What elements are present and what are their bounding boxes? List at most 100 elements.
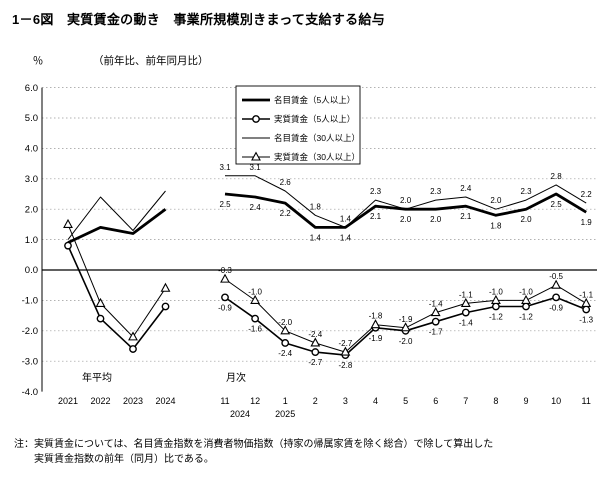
y-unit-label: ％ [33, 55, 44, 67]
series-line [225, 175, 587, 228]
data-label: -1.0 [489, 287, 503, 296]
x-tick-label: 12 [250, 396, 260, 406]
data-label: -0.5 [549, 272, 563, 281]
data-label: 2.1 [370, 212, 382, 221]
data-label: -1.7 [429, 328, 443, 337]
data-label: -2.0 [278, 318, 292, 327]
data-label: -1.9 [399, 315, 413, 324]
x-tick-label: 2023 [123, 396, 143, 406]
data-label: 2.6 [280, 178, 292, 187]
data-label: 2.3 [520, 187, 532, 196]
data-label: 2.2 [280, 209, 292, 218]
x-tick-label: 1 [283, 396, 288, 406]
data-label: -0.9 [549, 303, 563, 312]
x-tick-label: 5 [403, 396, 408, 406]
data-label: 2.1 [460, 212, 472, 221]
data-label: 2.4 [460, 184, 472, 193]
data-label: -1.1 [459, 290, 473, 299]
triangle-marker [581, 297, 592, 307]
data-label: -1.1 [579, 290, 593, 299]
triangle-marker [280, 325, 291, 335]
circle-marker [96, 314, 105, 323]
y-tick-label: -2.0 [22, 326, 38, 337]
triangle-marker [430, 307, 441, 317]
series-line [67, 190, 166, 240]
y-tick-label: 6.0 [25, 83, 38, 94]
circle-marker [522, 302, 530, 311]
data-label: 2.0 [400, 196, 412, 205]
data-label: 1.8 [310, 202, 322, 211]
circle-marker [461, 308, 470, 317]
footnote-line-2: 実質賃金指数の前年（同月）比である。 [34, 454, 214, 465]
x-year-label: 2025 [275, 409, 295, 419]
y-tick-label: 1.0 [25, 235, 38, 246]
data-label: 2.5 [219, 200, 231, 209]
y-tick-label: 2.0 [25, 204, 38, 215]
legend-label: 名目賃金（5人以上） [274, 95, 355, 105]
wage-trend-chart: ％ （前年比、前年同月比） -4.0 -3.0 -2.0 -1.0 0.0 1.0 2.0 3.0… [22, 54, 597, 419]
circle-marker [251, 314, 260, 323]
x-tick-label: 2021 [58, 396, 78, 406]
circle-marker [64, 241, 72, 250]
legend-box [235, 85, 361, 165]
y-tick-label: 4.0 [25, 144, 38, 155]
data-label: 2.2 [581, 190, 593, 199]
x-tick-label: 11 [582, 396, 591, 406]
triangle-marker [310, 337, 321, 347]
triangle-marker [220, 273, 230, 283]
legend-label: 実質賃金（30人以上） [274, 152, 360, 162]
x-tick-label: 3 [343, 396, 348, 406]
triangle-marker [160, 282, 171, 292]
circle-marker [252, 115, 260, 123]
data-label: -1.4 [429, 300, 443, 309]
data-label: 3.1 [250, 163, 262, 172]
footnote: 注： 実質賃金については、名目賃金指数を消費者物価指数（持家の帰属家賃を除く総合… [14, 437, 493, 467]
data-label: 2.5 [551, 200, 563, 209]
triangle-marker [95, 297, 106, 307]
data-label: 1.9 [581, 218, 593, 227]
x-year-label: 2024 [230, 409, 250, 419]
data-label: -2.7 [339, 339, 353, 348]
data-label: -0.9 [218, 303, 232, 312]
data-label: -0.3 [218, 266, 232, 275]
circle-marker [311, 348, 320, 356]
y-tick-label: 3.0 [25, 174, 38, 185]
data-label: -1.0 [248, 287, 262, 296]
data-label: -1.0 [519, 287, 533, 296]
section-label-annual: 年平均 [82, 371, 112, 384]
x-tick-label: 8 [493, 396, 498, 406]
triangle-marker [490, 294, 501, 304]
circle-marker [129, 345, 137, 353]
legend-label: 実質賃金（5人以上） [274, 114, 355, 124]
triangle-marker [128, 331, 138, 341]
x-tick-label: 9 [523, 396, 528, 406]
data-label: 2.3 [430, 187, 442, 196]
data-label: 2.8 [551, 172, 563, 181]
circle-marker [161, 302, 170, 311]
triangle-marker [521, 294, 531, 304]
series-line [67, 224, 166, 338]
x-tick-label: 2022 [90, 396, 110, 406]
footnote-line-1: 実質賃金については、名目賃金指数を消費者物価指数（持家の帰属家賃を除く総合）で除… [34, 439, 494, 450]
data-label: -2.4 [308, 330, 322, 339]
data-label: -1.3 [579, 316, 593, 325]
y-tick-label: 5.0 [25, 113, 38, 124]
y-tick-label: -4.0 [22, 387, 38, 398]
triangle-marker [460, 297, 471, 307]
data-label: -1.2 [519, 312, 533, 321]
data-label: -1.4 [459, 319, 473, 328]
x-tick-label: 7 [463, 396, 468, 406]
circle-marker [281, 339, 290, 347]
circle-marker [221, 293, 229, 302]
data-label: -1.2 [489, 312, 503, 321]
data-label: 1.4 [340, 233, 352, 242]
y-tick-label: -3.0 [22, 356, 38, 367]
x-tick-label: 6 [433, 396, 438, 406]
data-label: 1.8 [490, 221, 502, 230]
data-label: 2.0 [520, 215, 532, 224]
data-label: -1.8 [369, 312, 383, 321]
data-label: 2.0 [490, 196, 502, 205]
circle-marker [491, 302, 500, 311]
circle-marker [552, 293, 560, 302]
footnote-text: 実質賃金については、名目賃金指数を消費者物価指数（持家の帰属家賃を除く総合）で除… [34, 437, 493, 467]
